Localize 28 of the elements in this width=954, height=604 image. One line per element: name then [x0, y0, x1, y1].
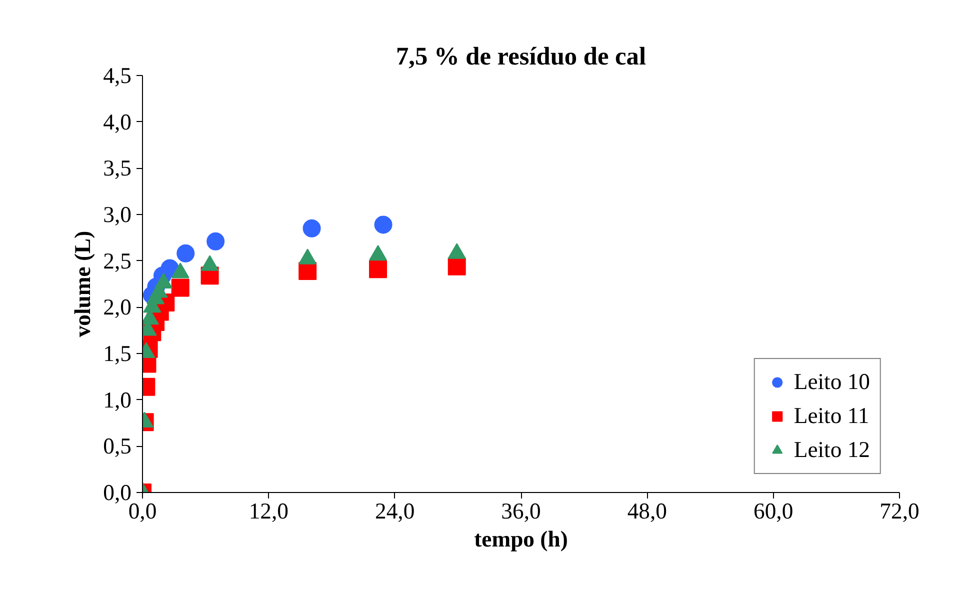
y-tick-label: 1,5	[103, 341, 132, 366]
x-axis-title: tempo (h)	[474, 526, 568, 552]
point	[302, 219, 321, 238]
x-tick-label: 60,0	[754, 498, 794, 524]
y-tick-label: 3,5	[103, 156, 132, 181]
legend-label: Leito 11	[794, 403, 870, 429]
y-tick-label: 0,5	[103, 434, 132, 459]
x-tick-label: 36,0	[501, 498, 541, 524]
y-tick-label: 2,5	[103, 248, 132, 274]
y-tick-label: 3,0	[103, 202, 132, 227]
y-tick-label: 1,0	[103, 387, 132, 412]
legend-label: Leito 10	[794, 369, 870, 395]
point	[206, 232, 225, 250]
point	[369, 260, 388, 278]
y-tick-label: 4,0	[103, 109, 132, 134]
y-tick-label: 2,0	[103, 294, 132, 320]
legend-label: Leito 12	[794, 437, 870, 463]
x-tick-label: 48,0	[627, 498, 667, 524]
point	[448, 257, 466, 276]
x-tick-label: 24,0	[375, 498, 415, 524]
x-tick-label: 12,0	[248, 498, 288, 524]
point	[171, 278, 190, 297]
y-axis-title: volume (L)	[70, 230, 96, 338]
y-tick-label: 4,5	[103, 63, 132, 88]
point	[374, 216, 392, 234]
point	[176, 244, 195, 262]
x-tick-label: 72,0	[880, 498, 920, 524]
chart-title: 7,5 % de resíduo de cal	[396, 42, 646, 70]
